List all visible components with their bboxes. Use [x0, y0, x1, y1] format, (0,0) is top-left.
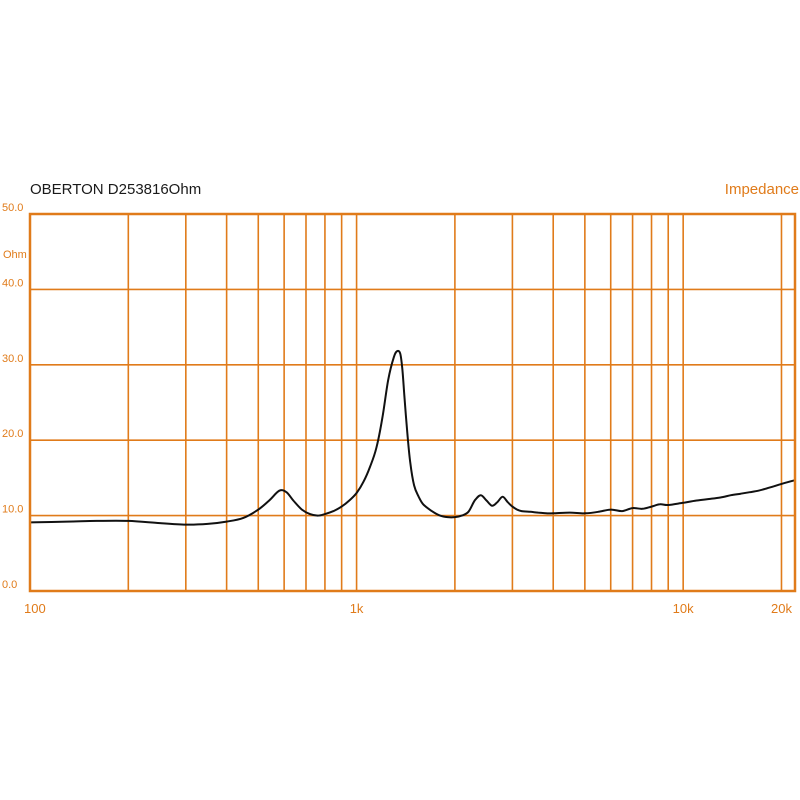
y-tick-label: 0.0 [2, 579, 17, 591]
y-axis-label: Ohm [3, 249, 27, 261]
series-layer [29, 349, 796, 526]
impedance-series-line [29, 349, 796, 526]
y-tick-label: 50.0 [2, 202, 23, 214]
x-tick-label: 1k [350, 601, 364, 616]
panel-label: Impedance [725, 181, 799, 198]
x-tick-labels: 100 1k 10k 20k [24, 601, 792, 616]
y-tick-label: 40.0 [2, 277, 23, 289]
grid [30, 214, 795, 591]
x-tick-label: 10k [673, 601, 694, 616]
x-tick-label: 100 [24, 601, 46, 616]
y-tick-labels: 0.0 10.0 20.0 30.0 40.0 50.0 [2, 202, 23, 591]
y-tick-label: 30.0 [2, 353, 23, 365]
x-tick-label: 20k [771, 601, 792, 616]
y-tick-label: 20.0 [2, 428, 23, 440]
plot-frame [28, 212, 797, 593]
y-tick-label: 10.0 [2, 504, 23, 516]
chart-title: OBERTON D253816Ohm [30, 181, 201, 198]
